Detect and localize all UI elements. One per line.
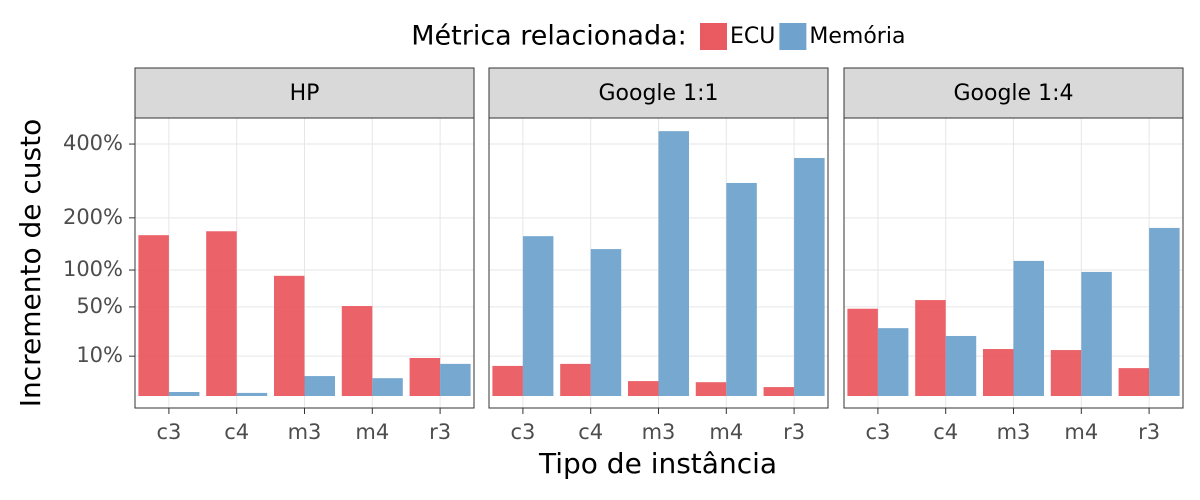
bar xyxy=(726,182,757,396)
bar xyxy=(1050,350,1082,396)
strip xyxy=(134,67,475,119)
bar xyxy=(1081,271,1112,396)
y-tick-label: 10% xyxy=(76,343,123,367)
bar xyxy=(492,365,523,396)
bar xyxy=(877,328,909,396)
y-tick-label: 400% xyxy=(63,131,123,155)
bar xyxy=(440,363,471,396)
legend-label: ECU xyxy=(730,24,775,49)
bar xyxy=(658,131,690,396)
bar xyxy=(590,249,622,396)
x-tick-label: m3 xyxy=(288,420,322,444)
legend-label: Memória xyxy=(809,24,905,49)
bar xyxy=(794,157,825,396)
bar xyxy=(1118,368,1150,396)
x-tick-label: r3 xyxy=(783,420,805,444)
x-axis-title: Tipo de instância xyxy=(538,447,777,480)
bar xyxy=(236,392,268,396)
bar xyxy=(206,231,237,396)
y-axis-title: Incremento de custo xyxy=(14,119,47,408)
legend-swatch xyxy=(779,23,807,50)
x-tick-label: c3 xyxy=(510,420,535,444)
x-tick-label: m4 xyxy=(355,420,389,444)
bar xyxy=(409,357,441,396)
x-tick-label: c3 xyxy=(156,420,181,444)
strip xyxy=(843,67,1184,119)
bar xyxy=(915,300,946,396)
bar xyxy=(273,275,305,396)
y-tick-label: 50% xyxy=(76,294,123,318)
bar xyxy=(945,335,977,396)
bar xyxy=(560,363,591,396)
x-tick-label: c3 xyxy=(865,420,890,444)
bar xyxy=(847,308,878,396)
y-tick-label: 200% xyxy=(63,205,123,229)
bar xyxy=(372,378,403,396)
x-tick-label: r3 xyxy=(1138,420,1160,444)
x-tick-label: m4 xyxy=(1064,420,1098,444)
legend-title: Métrica relacionada: xyxy=(411,21,687,52)
bar xyxy=(627,381,659,396)
bar xyxy=(522,236,554,396)
bar xyxy=(1149,227,1180,396)
y-tick-label: 100% xyxy=(63,257,123,281)
x-tick-label: m4 xyxy=(709,420,743,444)
facet-title: HP xyxy=(290,81,320,106)
bar xyxy=(1013,260,1045,396)
panel-border xyxy=(488,117,829,409)
x-tick-label: r3 xyxy=(429,420,451,444)
x-tick-label: m3 xyxy=(997,420,1031,444)
bar xyxy=(982,349,1014,396)
facet-title: Google 1:4 xyxy=(954,81,1074,106)
panel-border xyxy=(843,117,1184,409)
bar xyxy=(341,306,373,396)
bar xyxy=(168,392,200,396)
strip xyxy=(488,67,829,119)
bar xyxy=(763,387,795,396)
bar xyxy=(138,235,169,396)
legend-swatch xyxy=(700,23,727,50)
bar xyxy=(304,376,336,396)
x-tick-label: m3 xyxy=(642,420,676,444)
x-tick-label: c4 xyxy=(224,420,249,444)
facet-title: Google 1:1 xyxy=(599,81,719,106)
x-tick-label: c4 xyxy=(578,420,603,444)
x-tick-label: c4 xyxy=(933,420,958,444)
panel-border xyxy=(134,117,475,409)
bar xyxy=(695,382,727,396)
